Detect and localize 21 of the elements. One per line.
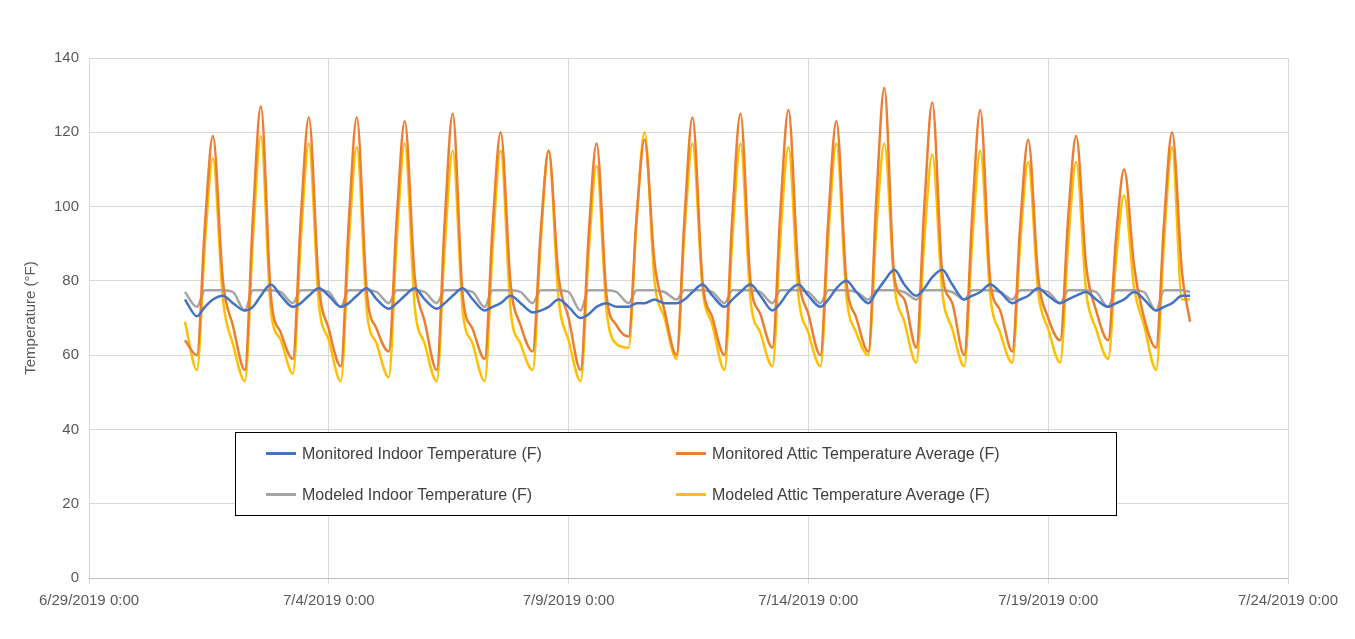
x-tick-label: 7/24/2019 0:00 xyxy=(1237,591,1339,609)
line-series xyxy=(183,268,1192,320)
y-tick-label: 100 xyxy=(54,196,80,214)
x-tick-label: 7/9/2019 0:00 xyxy=(522,591,615,609)
x-tick-label: 7/4/2019 0:00 xyxy=(282,591,375,609)
x-tick-label: 6/29/2019 0:00 xyxy=(38,591,140,609)
y-tick-label: 60 xyxy=(62,345,80,363)
x-tick-label: 7/19/2019 0:00 xyxy=(998,591,1099,609)
y-tick-label: 0 xyxy=(70,568,80,586)
y-tick-label: 140 xyxy=(54,48,80,66)
legend-label: Modeled Indoor Temperature (F) xyxy=(302,485,533,504)
y-tick-label: 80 xyxy=(62,271,80,288)
y-tick-label: 20 xyxy=(62,493,80,511)
legend-label: Modeled Attic Temperature Average (F) xyxy=(712,485,990,504)
x-tick-label: 7/14/2019 0:00 xyxy=(758,591,859,609)
line-series xyxy=(183,86,1192,372)
y-tick-label: 40 xyxy=(62,419,80,437)
legend-label: Monitored Indoor Temperature (F) xyxy=(302,444,542,463)
y-axis-title: Temperature (°F) xyxy=(21,261,39,375)
y-tick-label: 120 xyxy=(54,122,80,140)
legend-label: Monitored Attic Temperature Average (F) xyxy=(712,444,1000,463)
